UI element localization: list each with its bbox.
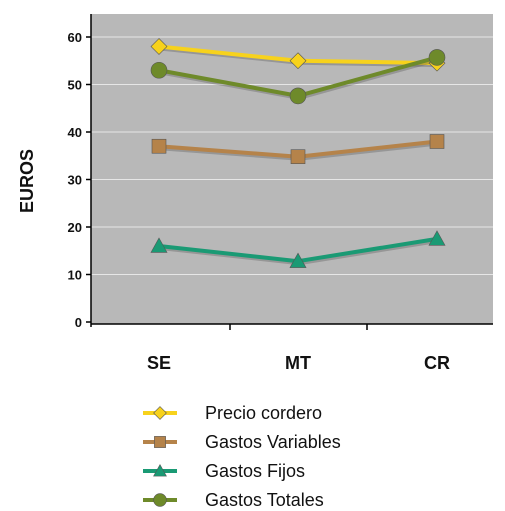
point-gastos-totales-cr xyxy=(428,49,446,66)
legend-label-gastos-variables: Gastos Variables xyxy=(205,432,341,452)
series-precio-cordero xyxy=(150,38,446,72)
legend-label-gastos-fijos: Gastos Fijos xyxy=(205,461,305,481)
y-axis-label: EUROS xyxy=(17,149,37,213)
y-tick-label-50: 50 xyxy=(68,78,82,93)
legend-marker-precio-cordero xyxy=(153,406,167,420)
point-gastos-variables-cr xyxy=(429,134,445,149)
legend-label-gastos-totales: Gastos Totales xyxy=(205,490,324,510)
y-tick-label-30: 30 xyxy=(68,173,82,188)
point-gastos-fijos-se xyxy=(150,237,168,253)
legend-label-precio-cordero: Precio cordero xyxy=(205,403,322,423)
legend-marker-gastos-totales xyxy=(153,493,167,507)
y-tick-label-0: 0 xyxy=(75,315,82,330)
point-gastos-fijos-cr xyxy=(428,230,446,246)
series-gastos-fijos xyxy=(150,230,446,268)
legend: Precio cordero Gastos Variables Gastos Fij… xyxy=(143,403,341,510)
point-gastos-variables-mt xyxy=(290,149,306,164)
category-labels: SE MT CR xyxy=(147,353,450,373)
y-tick-labels: 0 10 20 30 40 50 60 xyxy=(68,30,91,330)
series-group xyxy=(150,38,446,268)
series-gastos-variables xyxy=(151,134,445,164)
series-gastos-totales xyxy=(150,49,446,105)
point-gastos-variables-se xyxy=(151,138,167,154)
category-label-mt: MT xyxy=(285,353,311,373)
y-tick-label-20: 20 xyxy=(68,220,82,235)
point-gastos-totales-se xyxy=(150,61,168,79)
legend-marker-gastos-fijos xyxy=(153,463,167,477)
point-gastos-totales-mt xyxy=(289,87,307,105)
y-tick-label-40: 40 xyxy=(68,125,82,140)
x-tick-marks xyxy=(229,324,368,330)
point-precio-cordero-se xyxy=(150,38,168,55)
point-gastos-fijos-mt xyxy=(289,252,307,268)
legend-marker-gastos-variables xyxy=(154,436,166,448)
point-precio-cordero-mt xyxy=(289,52,307,70)
gridlines xyxy=(91,36,493,275)
y-tick-label-10: 10 xyxy=(68,268,82,283)
category-label-cr: CR xyxy=(424,353,450,373)
y-tick-label-60: 60 xyxy=(68,30,82,45)
category-label-se: SE xyxy=(147,353,171,373)
